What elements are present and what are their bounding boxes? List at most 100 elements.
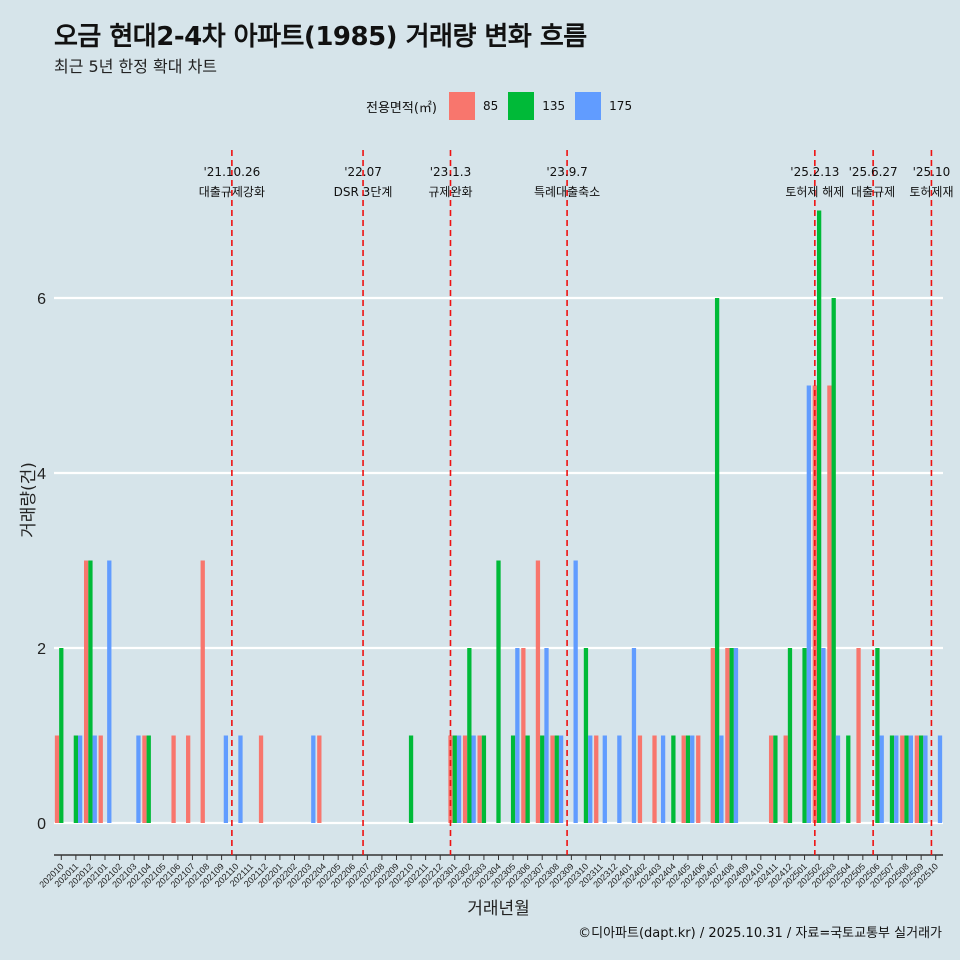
bar-135-202412 (787, 648, 793, 823)
bar-175-202305 (515, 648, 520, 823)
bar-85-202303 (477, 735, 482, 823)
bar-135-202303 (481, 735, 487, 823)
bar-85-202406 (696, 735, 701, 823)
bar-85-202301 (448, 735, 453, 823)
bar-175-202203 (311, 735, 316, 823)
event-date: '23.9.7 (546, 165, 587, 179)
bar-85-202407 (710, 648, 715, 823)
legend-label-85: 85 (482, 99, 499, 113)
bar-175-202506 (879, 735, 884, 823)
bar-175-202403 (660, 735, 666, 823)
bar-85-202311 (594, 735, 599, 823)
bar-175-202310 (588, 735, 593, 823)
bar-135-202503 (831, 298, 836, 823)
bar-135-202304 (496, 560, 501, 823)
legend: 전용면적(㎡) 85 135 175 (366, 92, 642, 120)
bar-135-202404 (671, 735, 676, 823)
bar-175-202405 (690, 735, 695, 823)
event-label: 규제완화 (428, 185, 472, 199)
bar-85-202508 (900, 735, 905, 823)
bar-175-202501 (806, 385, 811, 823)
bar-85-202302 (462, 735, 468, 823)
event-date: '21.10.26 (204, 165, 261, 179)
bar-85-202101 (98, 735, 103, 823)
bar-175-202503 (835, 735, 841, 823)
bar-175-202309 (573, 560, 578, 823)
bar-135-202411 (773, 735, 778, 823)
bar-85-202403 (652, 735, 657, 823)
bar-175-202308 (558, 735, 564, 823)
event-label: 토허제 해제 (785, 185, 844, 199)
legend-swatch-135 (508, 92, 535, 120)
bar-85-202503 (827, 385, 832, 823)
bar-85-202408 (725, 648, 730, 823)
event-label: 대출규제 (851, 185, 895, 199)
event-date: '25.6.27 (849, 165, 898, 179)
chart-title: 오금 현대2-4차 아파트(1985) 거래량 변화 흐름 (54, 22, 587, 52)
bar-135-202306 (525, 735, 530, 823)
bar-85-202010 (54, 735, 60, 823)
y-tick-label: 6 (37, 291, 46, 308)
bar-135-202012 (88, 560, 93, 823)
bar-135-202501 (802, 648, 807, 823)
source-caption: ©디아파트(dapt.kr) / 2025.10.31 / 자료=국토교통부 실… (578, 926, 942, 941)
legend-swatch-175 (575, 92, 602, 120)
bar-85-202012 (84, 560, 89, 823)
bar-85-202108 (200, 560, 205, 823)
bar-85-202405 (681, 735, 686, 823)
bar-135-202502 (816, 210, 822, 823)
bar-175-202407 (719, 735, 724, 823)
bar-85-202107 (186, 735, 191, 823)
bar-135-202308 (554, 735, 559, 823)
bar-85-202112 (258, 735, 264, 823)
bar-135-202305 (510, 735, 516, 823)
event-date: '23.1.3 (430, 165, 471, 179)
bar-135-202405 (685, 735, 691, 823)
bar-135-202407 (714, 298, 720, 823)
bar-135-202104 (146, 735, 151, 823)
bar-135-202506 (875, 648, 880, 823)
bar-175-202510 (937, 735, 943, 823)
bar-135-202307 (540, 735, 545, 823)
bar-85-202308 (550, 735, 555, 823)
bar-85-202509 (914, 735, 919, 823)
bar-135-202508 (904, 735, 909, 823)
bar-175-202110 (238, 735, 243, 823)
legend-item-175: 175 (575, 92, 634, 120)
bar-175-202101 (107, 560, 112, 823)
bar-175-202509 (923, 735, 928, 823)
bar-175-202311 (602, 735, 607, 823)
legend-item-85: 85 (448, 92, 500, 120)
bar-85-202307 (535, 560, 541, 823)
bar-175-202307 (544, 648, 549, 823)
bar-85-202411 (768, 735, 774, 823)
event-date: '25.2.13 (790, 165, 839, 179)
bar-85-202106 (171, 735, 176, 823)
bar-175-202507 (894, 735, 899, 823)
bar-85-202204 (317, 735, 322, 823)
bar-135-202301 (452, 735, 457, 823)
bar-175-202312 (617, 735, 622, 823)
bar-175-202103 (136, 735, 141, 823)
legend-title: 전용면적(㎡) (366, 100, 437, 116)
event-label: 토허제재 (909, 185, 953, 199)
bar-175-202109 (223, 735, 229, 823)
y-tick-label: 2 (37, 641, 46, 658)
bar-175-202401 (631, 648, 637, 823)
x-axis-title: 거래년월 (467, 899, 530, 919)
bar-135-202504 (846, 735, 851, 823)
bar-175-202011 (78, 735, 83, 823)
bar-135-202408 (729, 648, 734, 823)
bar-85-202104 (142, 735, 147, 823)
bar-135-202011 (73, 735, 79, 823)
bar-175-202508 (908, 735, 913, 823)
chart-subtitle: 최근 5년 한정 확대 차트 (54, 57, 218, 76)
bar-135-202310 (583, 648, 589, 823)
bar-85-202402 (637, 735, 643, 823)
y-axis-title: 거래량(건) (19, 462, 39, 538)
legend-label-175: 175 (609, 99, 633, 113)
bar-85-202412 (783, 735, 788, 823)
event-label: 대출규제강화 (199, 185, 265, 199)
event-date: '25.10 (913, 165, 951, 179)
bar-175-202408 (733, 648, 739, 823)
